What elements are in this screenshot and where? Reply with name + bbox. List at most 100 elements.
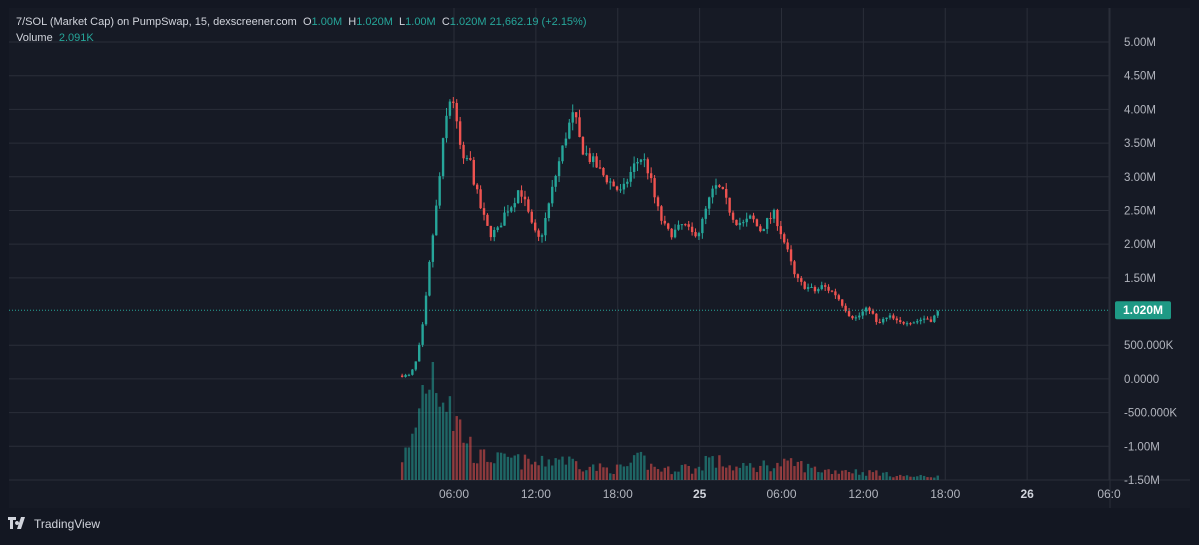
- open-value: 1.00M: [311, 16, 343, 28]
- volume-bar: [871, 472, 875, 480]
- symbol-title[interactable]: 7/SOL (Market Cap) on PumpSwap, 15, dexs…: [16, 16, 297, 28]
- volume-bar: [878, 475, 881, 480]
- volume-bar: [701, 470, 704, 480]
- tradingview-logo-icon[interactable]: [8, 516, 28, 532]
- volume-bar: [503, 453, 506, 480]
- candle-body: [861, 311, 864, 316]
- candle-body: [922, 318, 926, 320]
- volume-bar: [520, 469, 523, 480]
- volume-bar: [844, 470, 847, 480]
- volume-bar: [404, 447, 407, 480]
- volume-bar: [619, 464, 622, 480]
- volume-bar: [738, 467, 742, 480]
- candle-body: [407, 374, 411, 376]
- volume-bar: [783, 458, 786, 480]
- volume-bar: [922, 475, 926, 480]
- volume-bar: [554, 458, 557, 480]
- candle-body: [667, 223, 670, 229]
- volume-bar: [660, 471, 663, 480]
- price-tick-label: 1.50M: [1124, 273, 1156, 285]
- candle-body: [851, 316, 854, 319]
- candle-body: [595, 156, 598, 168]
- volume-bar: [711, 456, 714, 480]
- candle-body: [527, 199, 530, 212]
- candle-body: [759, 226, 762, 232]
- candle-body: [629, 171, 632, 182]
- candle-body: [462, 144, 465, 159]
- volume-bar: [793, 466, 796, 480]
- candle-body: [506, 211, 510, 213]
- volume-bar: [435, 393, 438, 480]
- volume-bar: [909, 476, 912, 480]
- volume-bar: [694, 468, 697, 480]
- brand-label[interactable]: TradingView: [34, 517, 101, 531]
- volume-bar: [585, 470, 588, 480]
- candle-body: [858, 315, 861, 318]
- candle-body: [632, 163, 636, 172]
- candle-body: [813, 287, 817, 292]
- candle-body: [905, 323, 909, 325]
- volume-bar: [704, 455, 707, 480]
- volume-bar: [742, 462, 745, 480]
- candle-body: [721, 186, 725, 190]
- candle-body: [933, 315, 936, 322]
- candle-body: [817, 289, 820, 292]
- candle-body: [916, 321, 919, 323]
- volume-bar: [899, 474, 902, 480]
- volume-bar: [622, 466, 626, 480]
- volume-bar: [714, 467, 718, 480]
- candle-body: [885, 317, 888, 319]
- volume-bar: [687, 466, 690, 480]
- candle-body: [803, 281, 806, 289]
- volume-bar: [551, 465, 554, 480]
- chart-frame[interactable]: [9, 8, 1190, 508]
- candle-body: [786, 242, 789, 250]
- candle-body: [479, 189, 482, 209]
- candle-body: [834, 291, 837, 296]
- candle-body: [602, 167, 605, 176]
- time-tick-label: 06:00: [439, 487, 469, 501]
- volume-label[interactable]: Volume: [16, 32, 53, 44]
- volume-bar: [755, 472, 759, 480]
- volume-bar: [424, 393, 428, 480]
- candle-body: [762, 228, 765, 232]
- candle-body: [554, 175, 557, 187]
- volume-bar: [595, 470, 598, 480]
- volume-bar: [667, 466, 670, 480]
- candle-body: [452, 101, 455, 103]
- volume-bar: [557, 459, 561, 480]
- candle-body: [636, 161, 639, 164]
- volume-bar: [670, 474, 673, 480]
- volume-value: 2.091K: [58, 32, 94, 44]
- candle-body: [656, 197, 660, 207]
- candle-body: [626, 181, 629, 184]
- price-axis[interactable]: 5.00M 4.50M 4.00M 3.50M 3.00M 2.50M 2.00M 1.50M…: [1124, 37, 1177, 487]
- volume-bar: [547, 459, 551, 480]
- candle-body: [902, 322, 905, 324]
- volume-bar: [632, 455, 636, 480]
- candle-body: [465, 158, 469, 160]
- candle-body: [663, 220, 667, 224]
- candle-body: [643, 159, 646, 161]
- candle-body: [878, 321, 881, 323]
- candle-body: [557, 161, 561, 176]
- volume-bar: [912, 476, 916, 480]
- low-value: 1.00M: [405, 16, 436, 28]
- candle-body: [551, 186, 554, 204]
- candle-body: [909, 323, 912, 325]
- candle-body: [588, 153, 591, 163]
- volume-bar: [789, 458, 793, 480]
- volume-bar: [646, 469, 649, 480]
- volume-bar: [537, 465, 540, 480]
- high-value: 1.020M: [356, 16, 393, 28]
- candle-body: [936, 311, 939, 316]
- volume-bar: [752, 467, 755, 480]
- candle-body: [755, 219, 759, 227]
- volume-bar: [581, 471, 585, 480]
- volume-bar: [830, 474, 834, 480]
- candle-body: [493, 230, 496, 238]
- candle-body: [827, 286, 830, 291]
- time-axis[interactable]: 06:00 12:00 18:00 25 06:00 12:00 18:00 26 06:0: [439, 487, 1121, 501]
- volume-bar: [418, 408, 421, 480]
